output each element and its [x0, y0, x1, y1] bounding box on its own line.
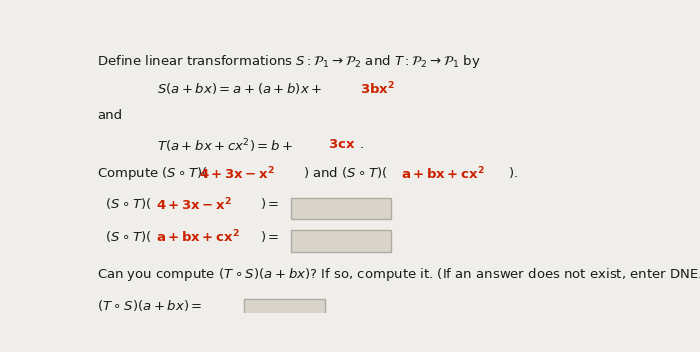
- Text: $)$ and $(S \circ T)($: $)$ and $(S \circ T)($: [303, 165, 388, 181]
- Text: $\mathbf{4 + 3x - x^2}$: $\mathbf{4 + 3x - x^2}$: [199, 165, 275, 182]
- Text: $) =$: $) =$: [260, 228, 279, 244]
- Text: $\mathbf{3cx}$: $\mathbf{3cx}$: [328, 138, 355, 151]
- Text: $(S \circ T)($: $(S \circ T)($: [97, 228, 152, 244]
- FancyBboxPatch shape: [290, 198, 391, 219]
- FancyBboxPatch shape: [290, 230, 391, 252]
- Text: $) =$: $) =$: [260, 196, 279, 211]
- Text: $\mathbf{a + bx + cx^2}$: $\mathbf{a + bx + cx^2}$: [155, 228, 239, 245]
- Text: Define linear transformations $S : \mathcal{P}_1 \rightarrow \mathcal{P}_2$ and : Define linear transformations $S : \math…: [97, 53, 480, 70]
- Text: $(T \circ S)(a + bx) =$: $(T \circ S)(a + bx) =$: [97, 298, 202, 313]
- Text: $S(a + bx) = a + (a + b)x + $: $S(a + bx) = a + (a + b)x + $: [158, 81, 323, 96]
- Text: Can you compute $(T \circ S)(a + bx)$? If so, compute it. (If an answer does not: Can you compute $(T \circ S)(a + bx)$? I…: [97, 265, 700, 283]
- Text: Compute $(S \circ T)($: Compute $(S \circ T)($: [97, 165, 208, 182]
- Text: $(S \circ T)($: $(S \circ T)($: [97, 196, 152, 211]
- Text: $.$: $.$: [358, 138, 363, 151]
- Text: $).$: $).$: [508, 165, 517, 181]
- FancyBboxPatch shape: [244, 300, 326, 321]
- Text: $T(a + bx + cx^2) = b + $: $T(a + bx + cx^2) = b + $: [158, 138, 293, 155]
- Text: $\mathbf{3bx^2}$: $\mathbf{3bx^2}$: [360, 81, 395, 98]
- Text: and: and: [97, 109, 122, 122]
- Text: $\mathbf{a + bx + cx^2}$: $\mathbf{a + bx + cx^2}$: [400, 165, 484, 182]
- Text: $\mathbf{4 + 3x - x^2}$: $\mathbf{4 + 3x - x^2}$: [155, 196, 232, 213]
